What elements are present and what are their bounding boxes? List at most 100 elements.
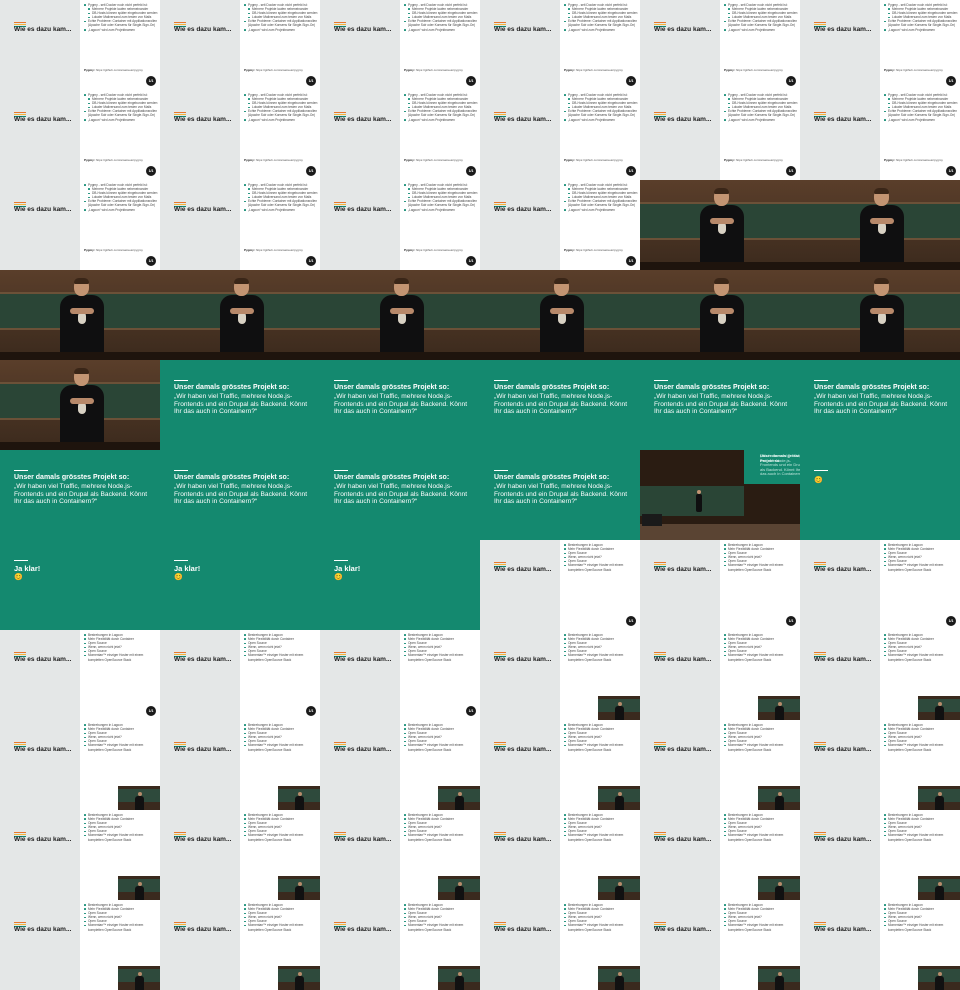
list-slide-tile[interactable]: Wie es dazu kam... Bestrebungen in Lagoo…: [320, 900, 480, 990]
list-slide-tile[interactable]: Wie es dazu kam... Bestrebungen in Lagoo…: [800, 720, 960, 810]
quote-slide-tile[interactable]: Unser damals grösstes Projekt so: „Wir h…: [160, 450, 320, 540]
list-slide-tile[interactable]: Wie es dazu kam... Pygmy - seit Docker n…: [320, 0, 480, 90]
footer-link[interactable]: https://github.com/amazeeio/pygmy: [735, 68, 783, 72]
footer-link[interactable]: https://github.com/amazeeio/pygmy: [575, 68, 623, 72]
slide-title: Wie es dazu kam...: [14, 116, 72, 123]
list-slide-tile[interactable]: Wie es dazu kam... Bestrebungen in Lagoo…: [640, 810, 800, 900]
accent-bar-segment: [494, 566, 506, 567]
footer-link[interactable]: https://github.com/amazeeio/pygmy: [95, 68, 143, 72]
list-slide-tile[interactable]: Wie es dazu kam... Bestrebungen in Lagoo…: [800, 810, 960, 900]
list-slide-tile[interactable]: Wie es dazu kam... Bestrebungen in Lagoo…: [160, 720, 320, 810]
bullet-item: Pygmy - seit Docker noch nicht perfekt i…: [564, 93, 638, 97]
list-slide-tile[interactable]: Wie es dazu kam... Bestrebungen in Lagoo…: [0, 630, 160, 720]
list-slide-tile[interactable]: Wie es dazu kam... Pygmy - seit Docker n…: [800, 90, 960, 180]
list-slide-tile[interactable]: Wie es dazu kam... Pygmy - seit Docker n…: [320, 180, 480, 270]
quote-slide-tile[interactable]: Unser damals grösstes Projekt so: „Wir h…: [640, 360, 800, 450]
quote-slide-tile[interactable]: Unser damals grösstes Projekt so: „Wir h…: [0, 450, 160, 540]
footer-link[interactable]: https://github.com/amazeeio/pygmy: [895, 68, 943, 72]
answer-slide-tile[interactable]: Ja klar! 😊: [320, 540, 480, 630]
speaker-video-tile[interactable]: [640, 270, 800, 360]
slide-footer: Pygmy: https://github.com/amazeeio/pygmy: [244, 158, 303, 162]
footer-link[interactable]: https://github.com/amazeeio/pygmy: [575, 248, 623, 252]
accent-bar-segment: [174, 744, 186, 745]
footer-link[interactable]: https://github.com/amazeeio/pygmy: [895, 158, 943, 162]
footer-link[interactable]: https://github.com/amazeeio/pygmy: [255, 158, 303, 162]
list-slide-tile[interactable]: Wie es dazu kam... Pygmy - seit Docker n…: [480, 90, 640, 180]
speaker-video-tile[interactable]: [800, 180, 960, 270]
list-slide-tile[interactable]: Wie es dazu kam... Pygmy - seit Docker n…: [0, 180, 160, 270]
list-slide-tile[interactable]: Wie es dazu kam... Bestrebungen in Lagoo…: [160, 900, 320, 990]
list-slide-tile[interactable]: Wie es dazu kam... Pygmy - seit Docker n…: [0, 0, 160, 90]
bullet-item: DB-Hosts können später eingebunden werde…: [244, 11, 318, 15]
list-slide-tile[interactable]: Wie es dazu kam... Bestrebungen in Lagoo…: [0, 810, 160, 900]
footer-link[interactable]: https://github.com/amazeeio/pygmy: [735, 158, 783, 162]
bullet-item: Wenn, wenn nicht jetzt?: [884, 915, 958, 919]
bullet-item: Echte Probleme: Container mit Applikatio…: [564, 109, 638, 117]
list-slide-tile[interactable]: Wie es dazu kam... Bestrebungen in Lagoo…: [800, 630, 960, 720]
list-slide-tile[interactable]: Wie es dazu kam... Bestrebungen in Lagoo…: [800, 540, 960, 630]
speaker-video-tile[interactable]: [640, 180, 800, 270]
bullet-item: Wenn, wenn nicht jetzt?: [84, 735, 158, 739]
quote-slide-tile[interactable]: Unser damals grösstes Projekt so: „Wir h…: [320, 360, 480, 450]
quote-slide-tile[interactable]: Unser damals grösstes Projekt so: „Wir h…: [160, 360, 320, 450]
bullet-item: Echte Probleme: Container mit Applikatio…: [564, 199, 638, 207]
quote-body: „Wir haben viel Traffic, mehrere Node.js…: [174, 393, 308, 416]
pip-speaker-head: [617, 882, 622, 886]
footer-link[interactable]: https://github.com/amazeeio/pygmy: [95, 158, 143, 162]
speaker-video-tile[interactable]: [320, 270, 480, 360]
speaker-video-tile[interactable]: [0, 360, 160, 450]
list-slide-tile[interactable]: Wie es dazu kam... Bestrebungen in Lagoo…: [320, 810, 480, 900]
list-slide-tile[interactable]: Wie es dazu kam... Bestrebungen in Lagoo…: [480, 630, 640, 720]
quote-slide-tile[interactable]: Unser damals grösstes Projekt so: „Wir h…: [800, 360, 960, 450]
footer-link[interactable]: https://github.com/amazeeio/pygmy: [255, 248, 303, 252]
footer-link[interactable]: https://github.com/amazeeio/pygmy: [255, 68, 303, 72]
list-slide-tile[interactable]: Wie es dazu kam... Pygmy - seit Docker n…: [640, 0, 800, 90]
accent-bar-segment: [14, 924, 26, 925]
list-slide-tile[interactable]: Wie es dazu kam... Bestrebungen in Lagoo…: [480, 720, 640, 810]
list-slide-tile[interactable]: Wie es dazu kam... Pygmy - seit Docker n…: [0, 90, 160, 180]
list-slide-tile[interactable]: Wie es dazu kam... Bestrebungen in Lagoo…: [0, 900, 160, 990]
list-slide-tile[interactable]: Wie es dazu kam... Pygmy - seit Docker n…: [320, 90, 480, 180]
list-slide-tile[interactable]: Wie es dazu kam... Bestrebungen in Lagoo…: [480, 900, 640, 990]
list-slide-tile[interactable]: Wie es dazu kam... Bestrebungen in Lagoo…: [800, 900, 960, 990]
speaker-video-tile[interactable]: [480, 270, 640, 360]
list-slide-tile[interactable]: Wie es dazu kam... Bestrebungen in Lagoo…: [640, 540, 800, 630]
speaker-picture-in-picture: [598, 876, 640, 900]
list-slide-tile[interactable]: Wie es dazu kam... Pygmy - seit Docker n…: [800, 0, 960, 90]
quote-slide-tile[interactable]: Unser damals grösstes Projekt so: „Wir h…: [480, 450, 640, 540]
list-slide-tile[interactable]: Wie es dazu kam... Pygmy - seit Docker n…: [160, 180, 320, 270]
list-slide-tile[interactable]: Wie es dazu kam... Pygmy - seit Docker n…: [640, 90, 800, 180]
footer-link[interactable]: https://github.com/amazeeio/pygmy: [415, 158, 463, 162]
speaker-video-tile[interactable]: [800, 270, 960, 360]
footer-link[interactable]: https://github.com/amazeeio/pygmy: [95, 248, 143, 252]
quote-slide-tile[interactable]: Unser damals grösstes Projekt so: „Wir h…: [320, 450, 480, 540]
footer-link[interactable]: https://github.com/amazeeio/pygmy: [415, 248, 463, 252]
footer-link[interactable]: https://github.com/amazeeio/pygmy: [575, 158, 623, 162]
bullet-item: Open Source: [884, 649, 958, 653]
list-slide-tile[interactable]: Wie es dazu kam... Bestrebungen in Lagoo…: [160, 630, 320, 720]
list-slide-tile[interactable]: Wie es dazu kam... Bestrebungen in Lagoo…: [480, 810, 640, 900]
list-slide-tile[interactable]: Wie es dazu kam... Bestrebungen in Lagoo…: [320, 630, 480, 720]
quote-slide-tile[interactable]: Unser damals grösstes Projekt so: „Wir h…: [480, 360, 640, 450]
list-slide-tile[interactable]: Wie es dazu kam... Bestrebungen in Lagoo…: [640, 630, 800, 720]
speaker-video-tile[interactable]: [160, 270, 320, 360]
list-slide-tile[interactable]: Wie es dazu kam... Bestrebungen in Lagoo…: [320, 720, 480, 810]
speaker-video-tile[interactable]: [0, 270, 160, 360]
bullet-item: Mehr Flexibilität durch Container: [884, 907, 958, 911]
list-slide-tile[interactable]: Wie es dazu kam... Bestrebungen in Lagoo…: [640, 720, 800, 810]
list-slide-tile[interactable]: Wie es dazu kam... Pygmy - seit Docker n…: [160, 90, 320, 180]
list-slide-tile[interactable]: Wie es dazu kam... Pygmy - seit Docker n…: [160, 0, 320, 90]
answer-slide-tile[interactable]: Ja klar! 😊: [160, 540, 320, 630]
room-wide-tile[interactable]: Unser damals grösstes Projekt so: „Wir h…: [640, 450, 800, 540]
answer-slide-tile[interactable]: Ja klar! 😊: [0, 540, 160, 630]
list-slide-tile[interactable]: Wie es dazu kam... Bestrebungen in Lagoo…: [0, 720, 160, 810]
accent-bars: [334, 742, 346, 747]
list-slide-tile[interactable]: Wie es dazu kam... Bestrebungen in Lagoo…: [160, 810, 320, 900]
list-slide-tile[interactable]: Wie es dazu kam... Pygmy - seit Docker n…: [480, 180, 640, 270]
list-slide-tile[interactable]: Wie es dazu kam... Bestrebungen in Lagoo…: [640, 900, 800, 990]
list-slide-tile[interactable]: Wie es dazu kam... Bestrebungen in Lagoo…: [480, 540, 640, 630]
footer-link[interactable]: https://github.com/amazeeio/pygmy: [415, 68, 463, 72]
list-slide-tile[interactable]: Wie es dazu kam... Pygmy - seit Docker n…: [480, 0, 640, 90]
pip-speaker: [615, 882, 624, 900]
green-slide-tile[interactable]: 😊: [800, 450, 960, 540]
